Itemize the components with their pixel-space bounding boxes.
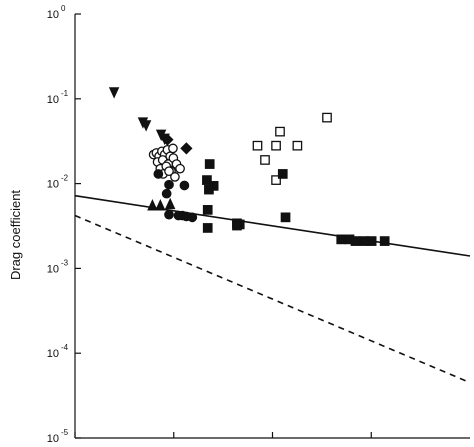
diamond-marker — [161, 133, 174, 146]
filled-circle-marker — [164, 179, 174, 190]
open-circle-marker — [164, 166, 174, 177]
triangle-up-marker — [164, 197, 176, 210]
y-tick-label: 10 — [47, 94, 59, 106]
triangle-up-marker — [147, 199, 158, 211]
y-tick-exponent: -1 — [61, 89, 69, 98]
fit-lines — [74, 194, 471, 384]
filled-square-marker — [366, 236, 377, 246]
open-square-marker — [271, 175, 281, 185]
open-square-marker — [275, 126, 285, 137]
filled-square-marker — [202, 175, 212, 185]
open-square-marker — [260, 155, 270, 165]
filled-circle-marker — [164, 209, 174, 220]
triangle-up-marker — [155, 199, 166, 211]
open-circle-marker — [168, 143, 178, 154]
y-tick-exponent: -2 — [61, 174, 69, 183]
open-square-marker — [252, 140, 263, 151]
triangle-down-marker — [140, 120, 152, 132]
data-points — [108, 87, 390, 246]
diamond-marker — [180, 142, 193, 155]
filled-square-marker — [204, 184, 214, 195]
y-tick-label: 10 — [47, 9, 59, 21]
filled-square-marker — [336, 234, 347, 245]
filled-circle-marker — [153, 169, 164, 179]
filled-square-marker — [232, 220, 242, 231]
open-square-marker — [271, 140, 281, 151]
y-tick-exponent: -5 — [61, 428, 69, 437]
filled-square-marker — [350, 236, 361, 246]
triangle-down-marker — [108, 87, 120, 99]
filled-square-marker — [379, 236, 390, 246]
dashed-fit-line — [74, 214, 471, 384]
open-circle-marker — [175, 163, 185, 174]
y-tick-label: 10 — [47, 348, 59, 360]
y-tick-label: 10 — [47, 433, 59, 445]
y-tick-label: 10 — [47, 179, 59, 191]
filled-circle-marker — [161, 188, 172, 199]
filled-circle-marker — [187, 212, 198, 223]
open-circle-marker — [170, 172, 180, 182]
filled-square-marker — [280, 212, 291, 223]
y-tick-label: 10 — [47, 263, 59, 275]
y-tick-exponent: 0 — [61, 4, 66, 13]
filled-square-marker — [202, 205, 213, 215]
filled-square-marker — [277, 169, 288, 179]
y-tick-exponent: -4 — [61, 343, 69, 352]
solid-fit-line — [74, 194, 471, 257]
filled-square-marker — [204, 159, 215, 169]
filled-square-marker — [202, 223, 213, 233]
open-square-marker — [322, 112, 332, 123]
open-square-marker — [292, 140, 303, 151]
y-axis-title: Drag coefficient — [8, 190, 23, 280]
y-tick-exponent: -3 — [61, 258, 69, 267]
filled-circle-marker — [179, 180, 190, 191]
